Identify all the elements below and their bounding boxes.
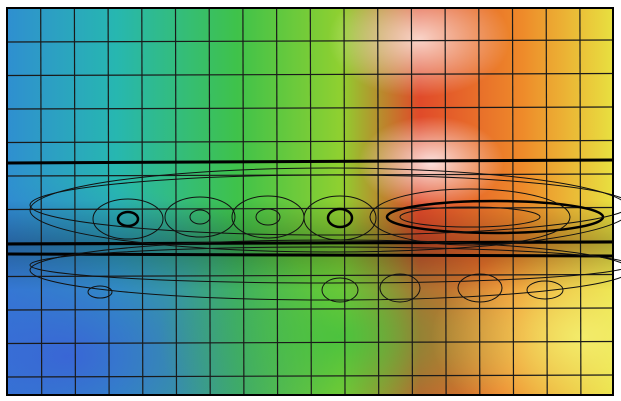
contour-line <box>7 254 613 256</box>
relief-map <box>0 0 621 401</box>
page: (() => { const data = JSON.parse(documen… <box>0 0 621 401</box>
